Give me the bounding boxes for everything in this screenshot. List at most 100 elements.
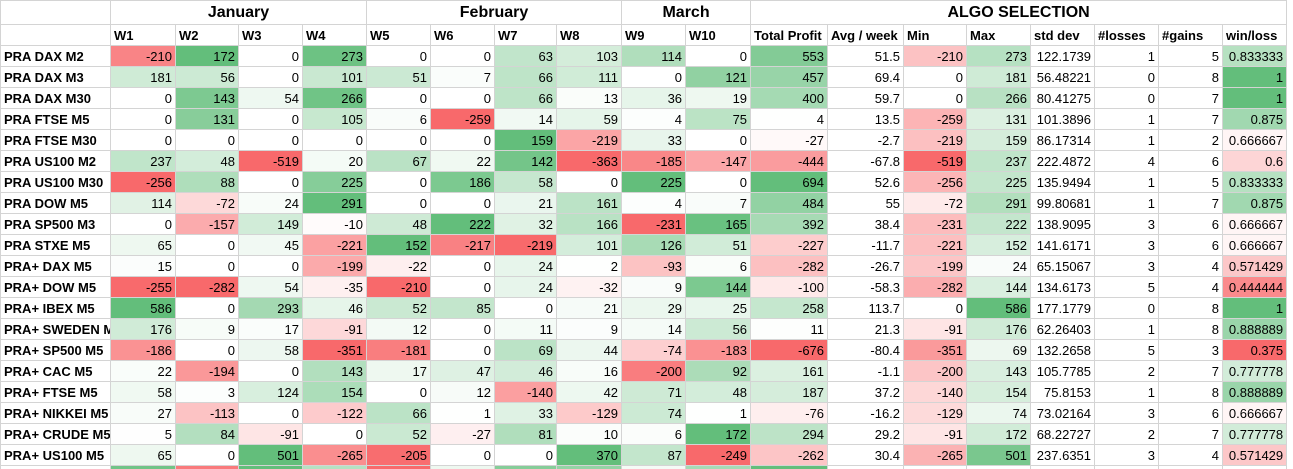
- week-cell: 124: [238, 381, 303, 403]
- stat-cell: 141.6171: [1030, 234, 1096, 256]
- week-cell: 142: [494, 150, 557, 172]
- stat-cell: -256: [903, 171, 968, 193]
- row: PRA+ CAC M5 22 -194 0 143 17 47 46 16 -200 92 161 -1…: [0, 360, 1288, 382]
- week-cell: 0: [175, 339, 239, 361]
- week-cell: 88: [175, 171, 239, 193]
- row: PRA+ SP500 M5 -186 0 58 -351 -181 0 69 44 -74 -183…: [0, 339, 1288, 361]
- row: PRA+ NIKKEI M5 27 -113 0 -122 66 1 33 -129 74 1 -76…: [0, 402, 1288, 424]
- stat-cell: -200: [903, 360, 968, 382]
- week-cell: 143: [302, 360, 367, 382]
- week-cell: 14: [621, 318, 687, 340]
- week-cell: -32: [555, 276, 623, 298]
- month-header: March: [621, 0, 752, 25]
- stat-cell: 1: [1094, 381, 1160, 403]
- week-cell: 0: [238, 108, 303, 130]
- stat-cell: 1: [1222, 87, 1288, 109]
- week-cell: 12: [366, 318, 431, 340]
- stat-cell: -221: [903, 234, 968, 256]
- week-cell: 225: [621, 171, 687, 193]
- stat-cell: 74: [966, 402, 1032, 424]
- stat-cell: -265: [903, 444, 968, 466]
- blank-cell: [0, 0, 111, 25]
- blank-cell: [966, 465, 1032, 469]
- week-cell: 159: [494, 129, 557, 151]
- row-label: PRA STXE M5: [0, 234, 111, 256]
- stat-cell: -27: [750, 129, 829, 151]
- column-header: W1: [110, 24, 176, 46]
- row: January February March ALGO SELECTION: [0, 0, 1288, 25]
- stat-cell: -100: [750, 276, 829, 298]
- week-cell: 21: [555, 297, 623, 319]
- week-cell: 0: [430, 444, 495, 466]
- stat-cell: 4: [1158, 276, 1224, 298]
- total-week: 644: [110, 465, 176, 469]
- row: PRA+ SWEDEN M 176 9 17 -91 12 0 11 9 14 56 11 21.3 -9…: [0, 318, 1288, 340]
- stat-cell: -16.2: [827, 402, 905, 424]
- stat-cell: 3: [1094, 255, 1160, 277]
- week-cell: 291: [302, 192, 367, 214]
- stat-cell: 56.48221: [1030, 66, 1096, 88]
- stat-cell: 7: [1158, 192, 1224, 214]
- stat-cell: -199: [903, 255, 968, 277]
- total-week: 79: [430, 465, 495, 469]
- row: PRA+ CRUDE M5 5 84 -91 0 52 -27 81 10 6 172 294 29.2…: [0, 423, 1288, 445]
- week-cell: 0: [238, 66, 303, 88]
- stat-cell: -282: [903, 276, 968, 298]
- stat-cell: 5: [1094, 276, 1160, 298]
- row: PRA FTSE M5 0 131 0 105 6 -259 14 59 4 75 4 13.5 -259…: [0, 108, 1288, 130]
- column-header: W8: [555, 24, 623, 46]
- stat-cell: 1: [1094, 171, 1160, 193]
- column-header: W4: [302, 24, 367, 46]
- blank-cell: [1030, 465, 1096, 469]
- stat-cell: 0.833333: [1222, 171, 1288, 193]
- week-cell: 370: [555, 444, 623, 466]
- stat-cell: 457: [750, 66, 829, 88]
- week-cell: 52: [366, 423, 431, 445]
- week-cell: 0: [175, 255, 239, 277]
- column-header: W7: [494, 24, 557, 46]
- row: PRA SP500 M3 0 -157 149 -10 48 222 32 166 -231 165…: [0, 213, 1288, 235]
- week-cell: -200: [621, 360, 687, 382]
- week-cell: 69: [494, 339, 557, 361]
- stat-cell: 3: [1094, 444, 1160, 466]
- stat-cell: 181: [966, 66, 1032, 88]
- row-label: PRA+ US100 M5: [0, 444, 111, 466]
- week-cell: 42: [555, 381, 623, 403]
- week-cell: 17: [366, 360, 431, 382]
- week-cell: 25: [685, 297, 752, 319]
- stat-cell: 6: [1158, 402, 1224, 424]
- stat-cell: 5: [1094, 339, 1160, 361]
- stat-cell: 176: [966, 318, 1032, 340]
- week-cell: 172: [175, 45, 239, 67]
- stat-cell: 0.833333: [1222, 45, 1288, 67]
- week-cell: 0: [110, 213, 176, 235]
- week-cell: 47: [430, 360, 495, 382]
- week-cell: 0: [110, 129, 176, 151]
- stat-cell: 0.571429: [1222, 255, 1288, 277]
- week-cell: -256: [110, 171, 176, 193]
- week-cell: 32: [494, 213, 557, 235]
- stat-cell: 0.666667: [1222, 129, 1288, 151]
- week-cell: 143: [175, 87, 239, 109]
- stat-cell: 3: [1094, 402, 1160, 424]
- week-cell: 0: [430, 87, 495, 109]
- week-cell: 2: [555, 255, 623, 277]
- week-cell: 222: [430, 213, 495, 235]
- total-week: 550: [494, 465, 557, 469]
- stat-cell: 3: [1094, 234, 1160, 256]
- stat-cell: 2: [1158, 129, 1224, 151]
- stat-cell: 0: [903, 87, 968, 109]
- week-cell: 51: [685, 234, 752, 256]
- stat-cell: -129: [903, 402, 968, 424]
- week-cell: 0: [175, 129, 239, 151]
- week-cell: 0: [110, 108, 176, 130]
- week-cell: 0: [685, 129, 752, 151]
- week-cell: 9: [555, 318, 623, 340]
- stat-cell: 5: [1158, 171, 1224, 193]
- stat-cell: 694: [750, 171, 829, 193]
- week-cell: 1: [430, 402, 495, 424]
- stat-cell: -259: [903, 108, 968, 130]
- stat-cell: 131: [966, 108, 1032, 130]
- week-cell: 24: [494, 255, 557, 277]
- blank-cell: [0, 24, 111, 46]
